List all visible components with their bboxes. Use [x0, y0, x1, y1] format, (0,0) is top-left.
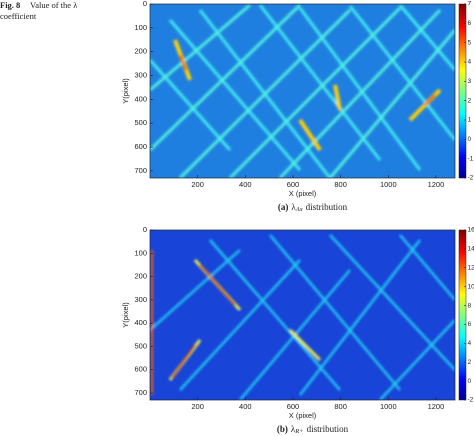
- colorbar-tick-label: 4: [468, 340, 472, 347]
- y-tick-label: 700: [134, 388, 147, 397]
- panel-caption: (a) λAx distribution: [278, 202, 348, 213]
- y-tick-label: 500: [134, 118, 147, 127]
- y-tick-label: 0: [143, 0, 147, 8]
- y-tick-label: 100: [134, 23, 147, 32]
- panel-label: (b): [277, 424, 288, 434]
- colorbar-tick-label: 2: [468, 97, 472, 104]
- y-tick-label: 300: [134, 70, 147, 79]
- x-tick-label: 1200: [428, 180, 445, 189]
- plot-frame: [149, 229, 456, 401]
- colorbar-tick-label: 4: [468, 59, 472, 66]
- caption-line: coefficient: [0, 11, 37, 21]
- y-axis-label: Y(pixel): [121, 78, 130, 104]
- colorbar-tick-label: 3: [468, 78, 472, 85]
- panel-subscript: R+: [294, 428, 303, 435]
- y-tick-label: 700: [134, 166, 147, 175]
- y-tick-label: 300: [134, 295, 147, 304]
- panel-label: (a): [278, 202, 289, 212]
- panel-suffix: distribution: [306, 202, 348, 212]
- colorbar-tick-label: 0: [468, 378, 472, 385]
- heatmap-b: [150, 230, 455, 400]
- x-axis-label: X (pixel): [289, 411, 317, 420]
- colorbar-tick-label: -2: [468, 175, 474, 182]
- panel-symbol: λ: [291, 202, 296, 212]
- colorbar-tick-label: 6: [468, 321, 472, 328]
- y-tick-label: 600: [134, 365, 147, 374]
- panel-caption: (b) λR+ distribution: [277, 424, 349, 435]
- colorbar-tick-label: -2: [468, 397, 474, 404]
- colorbar-tick-label: 6: [468, 20, 472, 27]
- y-tick-label: 400: [134, 318, 147, 327]
- colorbar-tick-label: 1: [468, 117, 472, 124]
- x-tick-label: 400: [239, 402, 252, 411]
- plot-frame: [149, 3, 456, 179]
- x-tick-label: 200: [191, 180, 204, 189]
- colorbar-tick-label: 5: [468, 39, 472, 46]
- colorbar-tick-label: 2: [468, 359, 472, 366]
- panel-subscript: Ax: [295, 206, 303, 213]
- x-tick-label: 1200: [428, 402, 445, 411]
- y-tick-label: 400: [134, 94, 147, 103]
- x-tick-label: 800: [334, 402, 347, 411]
- panel-suffix: distribution: [307, 424, 349, 434]
- x-tick-label: 600: [287, 180, 300, 189]
- colorbar-tick-label: 7: [468, 1, 472, 8]
- colorbar-tick-label: 8: [468, 302, 472, 309]
- y-tick-label: 500: [134, 341, 147, 350]
- x-tick-label: 1000: [380, 402, 397, 411]
- y-tick-label: 100: [134, 248, 147, 257]
- colorbar-tick-label: 12: [468, 264, 474, 271]
- y-axis-label: Y(pixel): [121, 302, 130, 328]
- panel-symbol: λ: [291, 424, 296, 434]
- x-tick-label: 800: [334, 180, 347, 189]
- colorbar-tick-label: -1: [468, 155, 474, 162]
- colorbar-tick-label: 10: [468, 283, 474, 290]
- x-tick-label: 600: [287, 402, 300, 411]
- y-tick-label: 600: [134, 142, 147, 151]
- caption-line: Value of the λ: [30, 0, 78, 10]
- colorbar-tick-label: 16: [468, 227, 474, 234]
- heatmap-a: [150, 4, 455, 178]
- y-tick-label: 0: [143, 225, 147, 234]
- figure-label: Fig. 8: [0, 0, 20, 10]
- y-tick-label: 200: [134, 272, 147, 281]
- x-axis-label: X (pixel): [289, 189, 317, 198]
- colorbar: [458, 3, 467, 179]
- colorbar-tick-label: 14: [468, 246, 474, 253]
- colorbar: [458, 229, 467, 401]
- x-tick-label: 1000: [380, 180, 397, 189]
- x-tick-label: 200: [191, 402, 204, 411]
- x-tick-label: 400: [239, 180, 252, 189]
- y-tick-label: 200: [134, 47, 147, 56]
- colorbar-tick-label: 0: [468, 136, 472, 143]
